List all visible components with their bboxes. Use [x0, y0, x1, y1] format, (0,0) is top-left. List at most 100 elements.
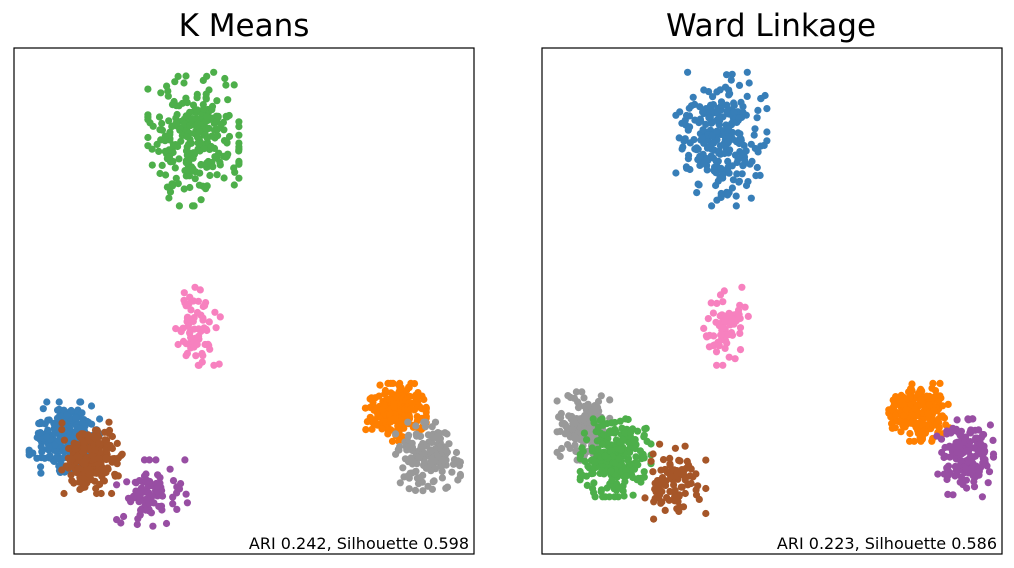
scatter-point	[967, 465, 975, 473]
scatter-point	[412, 394, 420, 402]
scatter-point	[413, 460, 421, 468]
scatter-point	[732, 202, 740, 210]
scatter-point	[51, 441, 59, 449]
scatter-point	[44, 426, 52, 434]
scatter-point	[73, 452, 81, 460]
scatter-point	[199, 316, 207, 324]
scatter-point	[725, 86, 733, 94]
scatter-point	[193, 94, 201, 102]
scatter-point	[127, 498, 135, 506]
scatter-point	[931, 387, 940, 395]
scatter-point	[753, 114, 761, 122]
scatter-point	[186, 183, 194, 192]
scatter-point	[362, 426, 370, 434]
scatter-point	[930, 407, 938, 415]
scatter-point	[682, 163, 691, 171]
scatter-point	[375, 392, 383, 400]
scatter-point	[735, 310, 743, 318]
scatter-point	[89, 452, 97, 460]
scatter-point	[666, 454, 674, 462]
scatter-point	[952, 439, 960, 447]
scatter-point	[174, 72, 182, 80]
scatter-point	[721, 317, 729, 325]
scatter-point	[603, 484, 611, 492]
scatter-point	[665, 496, 673, 504]
scatter-point	[235, 131, 243, 139]
scatter-point	[156, 126, 164, 134]
scatter-point	[222, 81, 230, 89]
scatter-point	[672, 169, 680, 177]
scatter-point	[708, 202, 716, 210]
scatter-point	[944, 490, 952, 498]
scatter-point	[963, 484, 971, 492]
scatter-point	[572, 388, 581, 396]
scatter-point	[206, 171, 214, 180]
scatter-point	[631, 445, 639, 453]
scatter-point	[679, 503, 688, 511]
scatter-point	[165, 153, 174, 161]
scatter-point	[422, 408, 430, 416]
scatter-point	[965, 457, 973, 465]
scatter-point	[731, 355, 739, 363]
scatter-point	[675, 134, 683, 142]
scatter-point	[763, 128, 771, 136]
scatter-point	[956, 457, 965, 465]
scatter-point	[962, 465, 970, 473]
scatter-point	[751, 125, 759, 133]
scatter-point	[906, 429, 914, 438]
scatter-point	[713, 127, 721, 135]
scatter-point	[203, 134, 211, 142]
scatter-point	[888, 420, 896, 428]
scatter-point	[657, 466, 665, 474]
scatter-point	[757, 142, 765, 150]
scatter-point	[183, 499, 191, 507]
scatter-point	[105, 418, 113, 426]
scatter-point	[715, 342, 723, 350]
scatter-point	[980, 456, 988, 464]
scatter-point	[182, 302, 190, 310]
scatter-point	[54, 406, 62, 414]
scatter-point	[83, 466, 91, 474]
scatter-point	[908, 411, 916, 419]
scatter-point	[408, 442, 416, 450]
scatter-point	[195, 332, 203, 340]
scatter-point	[144, 133, 152, 142]
scatter-point	[583, 481, 591, 489]
scatter-point	[157, 502, 166, 510]
scatter-point	[723, 191, 732, 199]
scatter-point	[166, 465, 174, 473]
scatter-point	[406, 469, 414, 477]
scatter-point	[204, 157, 212, 166]
scatter-point	[656, 440, 664, 448]
scatter-point	[670, 481, 678, 489]
scatter-point	[743, 92, 751, 100]
scatter-point	[55, 398, 63, 406]
scatter-point	[640, 468, 648, 476]
scatter-point	[405, 412, 413, 420]
scatter-point	[735, 178, 743, 186]
scatter-point	[911, 405, 919, 413]
scatter-point	[720, 287, 728, 295]
scatter-point	[671, 444, 680, 452]
scatter-point	[929, 421, 937, 430]
scatter-point	[735, 139, 743, 148]
scatter-point	[216, 313, 224, 321]
scatter-point	[702, 484, 710, 493]
panel-title-k-means: K Means	[179, 8, 310, 44]
scatter-point	[200, 145, 208, 153]
scatter-point	[629, 473, 637, 482]
scatter-point	[558, 444, 566, 453]
scatter-point	[76, 485, 84, 493]
scatter-point	[36, 429, 45, 437]
scatter-point	[934, 470, 942, 478]
scatter-point	[975, 426, 983, 434]
scatter-point	[155, 147, 163, 155]
scatter-point	[158, 492, 167, 500]
scatter-point	[737, 98, 745, 106]
scatter-point	[185, 149, 193, 157]
scatter-point	[403, 386, 411, 395]
scatter-point	[60, 436, 68, 444]
scatter-point	[191, 175, 199, 183]
scatter-point	[917, 437, 925, 445]
scatter-point	[589, 485, 597, 493]
